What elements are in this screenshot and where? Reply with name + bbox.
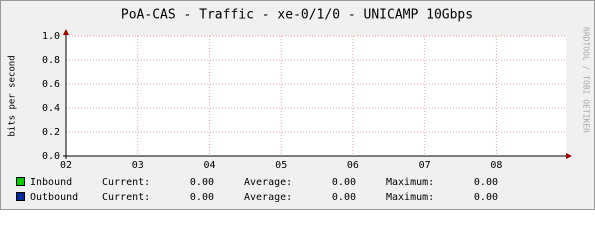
legend-swatch	[16, 177, 25, 186]
y-tick-label: 0.8	[42, 55, 60, 66]
plot-area	[66, 36, 566, 156]
x-tick-label: 02	[60, 160, 72, 171]
stat-name: Average:	[244, 192, 292, 203]
y-tick-label: 0.6	[42, 79, 60, 90]
stat-name: Current:	[102, 177, 150, 188]
x-tick-label: 05	[275, 160, 287, 171]
stat-name: Maximum:	[386, 192, 434, 203]
legend-swatch	[16, 192, 25, 201]
legend-label: Inbound	[30, 177, 72, 188]
x-tick-label: 07	[419, 160, 431, 171]
x-tick-label: 04	[203, 160, 215, 171]
stat-name: Current:	[102, 192, 150, 203]
x-tick-label: 08	[490, 160, 502, 171]
stat-value: 0.00	[474, 192, 498, 203]
y-tick-label: 0.0	[42, 151, 60, 162]
stat-name: Average:	[244, 177, 292, 188]
y-tick-label: 1.0	[42, 31, 60, 42]
chart: PoA-CAS - Traffic - xe-0/1/0 - UNICAMP 1…	[0, 0, 595, 210]
chart-title: PoA-CAS - Traffic - xe-0/1/0 - UNICAMP 1…	[121, 8, 473, 23]
y-axis-arrow	[63, 29, 69, 35]
y-axis-label: bits per second	[8, 55, 18, 136]
legend-label: Outbound	[30, 192, 78, 203]
y-tick-label: 0.4	[42, 103, 60, 114]
stat-name: Maximum:	[386, 177, 434, 188]
stat-value: 0.00	[190, 192, 214, 203]
y-tick-label: 0.2	[42, 127, 60, 138]
x-tick-label: 03	[132, 160, 144, 171]
x-axis-arrow	[566, 153, 572, 159]
stat-value: 0.00	[332, 192, 356, 203]
stat-value: 0.00	[190, 177, 214, 188]
x-tick-label: 06	[347, 160, 359, 171]
watermark: RRDTOOL / TOBI OETIKER	[582, 27, 591, 133]
stat-value: 0.00	[474, 177, 498, 188]
stat-value: 0.00	[332, 177, 356, 188]
